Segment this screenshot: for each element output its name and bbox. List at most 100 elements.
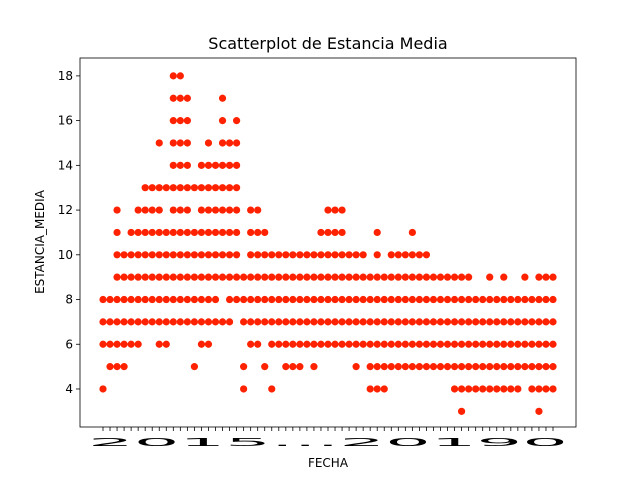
data-point	[225, 318, 234, 326]
data-point	[450, 295, 459, 304]
data-point	[422, 251, 431, 259]
data-point	[324, 251, 332, 259]
data-point	[127, 228, 135, 237]
data-point	[134, 228, 142, 237]
data-point	[394, 340, 402, 348]
data-point	[99, 385, 107, 393]
data-point	[493, 340, 501, 348]
data-point	[324, 273, 332, 281]
data-point	[155, 295, 163, 304]
data-point	[373, 385, 381, 393]
data-point	[183, 273, 191, 281]
data-point	[366, 318, 374, 326]
data-point	[436, 318, 445, 326]
data-point	[240, 385, 248, 393]
data-point	[162, 251, 170, 259]
data-point	[197, 228, 206, 237]
data-point	[549, 318, 557, 326]
data-point	[169, 94, 177, 102]
data-point	[268, 340, 276, 348]
data-point	[113, 318, 121, 326]
data-point	[240, 295, 248, 304]
data-point	[535, 295, 543, 304]
data-point	[472, 385, 480, 393]
data-point	[408, 273, 416, 281]
data-point	[324, 206, 332, 214]
data-point	[225, 295, 234, 304]
data-point	[366, 273, 374, 281]
data-point	[500, 363, 508, 371]
data-point	[120, 318, 128, 326]
data-point	[549, 295, 557, 304]
data-point	[169, 117, 177, 125]
data-point	[141, 251, 149, 259]
data-point	[422, 363, 431, 371]
data-point	[127, 340, 135, 348]
data-point	[359, 273, 367, 281]
data-point	[500, 385, 508, 393]
data-point	[310, 273, 318, 281]
data-point	[317, 295, 325, 304]
data-point	[542, 273, 550, 281]
data-point	[155, 340, 163, 348]
data-point	[113, 295, 121, 304]
data-point	[521, 340, 529, 348]
data-point	[401, 340, 409, 348]
data-point	[134, 340, 142, 348]
data-point	[373, 340, 381, 348]
data-point	[542, 363, 550, 371]
data-point	[317, 251, 325, 259]
data-point	[218, 94, 227, 102]
data-point	[457, 295, 466, 304]
data-point	[240, 273, 248, 281]
data-point	[155, 228, 163, 237]
data-point	[141, 184, 149, 192]
data-point	[359, 251, 367, 259]
data-point	[387, 363, 395, 371]
data-point	[514, 295, 522, 304]
data-point	[120, 251, 128, 259]
data-point	[303, 340, 311, 348]
data-point	[106, 340, 114, 348]
data-point	[197, 295, 206, 304]
data-point	[457, 363, 466, 371]
data-point	[197, 251, 206, 259]
data-point	[190, 184, 199, 192]
data-point	[176, 251, 184, 259]
data-point	[408, 318, 416, 326]
data-point	[366, 385, 374, 393]
data-point	[169, 273, 177, 281]
data-point	[218, 161, 227, 169]
data-point	[535, 318, 543, 326]
data-point	[204, 251, 213, 259]
data-point	[331, 251, 339, 259]
data-point	[429, 318, 438, 326]
data-point	[479, 363, 487, 371]
data-point	[436, 340, 445, 348]
x-axis: 2015...20190	[88, 427, 568, 449]
data-point	[429, 273, 438, 281]
data-point	[275, 295, 283, 304]
data-point	[113, 251, 121, 259]
data-point	[134, 251, 142, 259]
data-point	[134, 206, 142, 214]
data-point	[535, 273, 543, 281]
data-point	[514, 340, 522, 348]
data-point	[247, 228, 255, 237]
data-point	[218, 139, 227, 147]
data-point	[422, 295, 431, 304]
data-point	[401, 363, 409, 371]
data-point	[211, 206, 220, 214]
data-point	[176, 117, 184, 125]
data-point	[507, 363, 515, 371]
data-point	[549, 273, 557, 281]
data-point	[542, 340, 550, 348]
data-point	[352, 295, 360, 304]
data-point	[338, 206, 346, 214]
data-point	[162, 318, 170, 326]
data-point	[155, 184, 163, 192]
data-point	[345, 295, 353, 304]
data-point	[528, 295, 536, 304]
data-point	[324, 228, 332, 237]
data-point	[486, 340, 494, 348]
